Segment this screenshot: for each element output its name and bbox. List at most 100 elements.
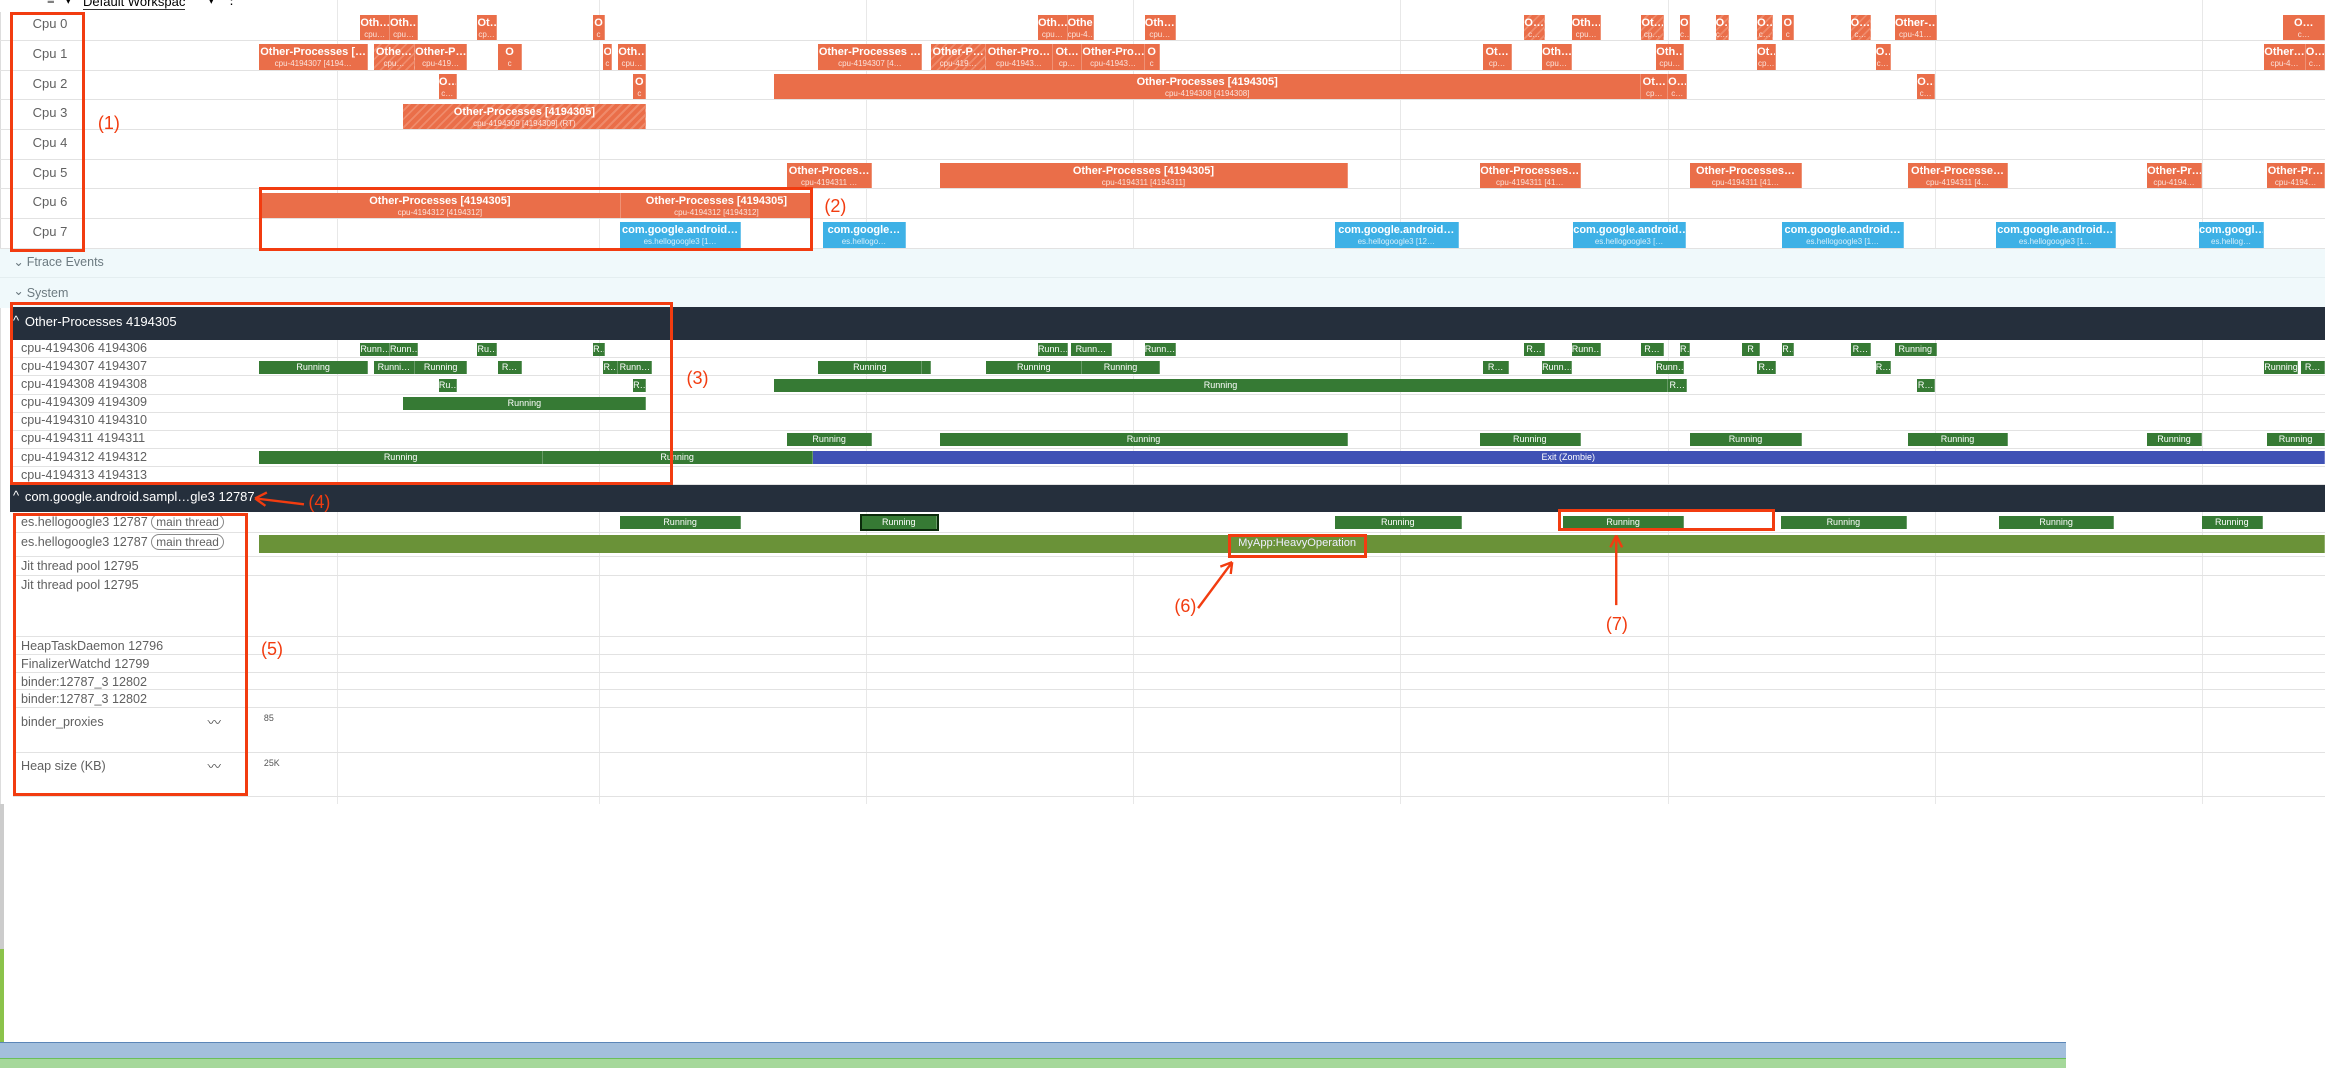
thread-state-slice[interactable]: Running bbox=[1082, 360, 1160, 374]
cpu-slice[interactable]: O…c… bbox=[1524, 14, 1546, 41]
cpu-slice[interactable]: Other-Pro… cpu-41943… bbox=[1082, 44, 1145, 70]
thread-state-slice[interactable]: Runn… bbox=[389, 342, 419, 356]
process-header-app[interactable]: ^ com.google.android.sampl…gle3 12787 bbox=[10, 484, 2325, 512]
cpu-slice[interactable]: Other-Processes [… cpu-4194307 [4194… bbox=[259, 44, 368, 70]
cpu-slice[interactable]: O…c… bbox=[1668, 74, 1688, 100]
thread-state-slice[interactable]: Running bbox=[1562, 516, 1685, 530]
thread-state-slice[interactable]: R… bbox=[593, 342, 605, 356]
thread-state-slice[interactable]: R… bbox=[1641, 342, 1664, 356]
thread-state-slice[interactable]: R… bbox=[603, 360, 619, 374]
cpu-slice[interactable]: com.google.android… es.hellogoogle3 [12… bbox=[1334, 222, 1460, 248]
workspace-dropdown-icon[interactable]: ▾ bbox=[208, 0, 215, 8]
thread-state-slice[interactable]: Running bbox=[940, 432, 1348, 447]
ftrace-events-section[interactable]: ⌄ Ftrace Events bbox=[0, 249, 2325, 278]
cpu-slice[interactable]: Other-Processes … cpu-4194307 [4… bbox=[818, 44, 923, 70]
thread-state-slice[interactable]: Ru… bbox=[438, 378, 457, 393]
cpu-slice[interactable]: Other-Processes [4194305] cpu-4194312 [41… bbox=[259, 192, 622, 218]
cpu-slice[interactable]: com.google.android… es.hellogoogle3 [… bbox=[1573, 222, 1686, 248]
cpu-slice[interactable]: Othe… cpu… bbox=[373, 44, 416, 70]
cpu-slice[interactable]: O…c… bbox=[1715, 14, 1729, 41]
cpu-slice[interactable]: Oth… cpu… bbox=[618, 44, 647, 70]
thread-state-slice[interactable] bbox=[922, 360, 932, 374]
thread-state-slice[interactable]: Running bbox=[818, 360, 923, 374]
thread-state-slice[interactable]: Runn… bbox=[1542, 360, 1572, 374]
slice-myapp-heavyoperation[interactable]: MyApp:HeavyOperation bbox=[259, 535, 2325, 554]
thread-state-slice[interactable]: Running bbox=[1780, 516, 1907, 530]
caret-down-icon[interactable]: ▾ bbox=[65, 0, 72, 8]
process-header-other-processes[interactable]: ^ Other-Processes 4194305 bbox=[10, 306, 2325, 340]
thread-state-slice[interactable]: Ru… bbox=[477, 342, 497, 356]
thread-state-slice[interactable]: Running bbox=[859, 513, 940, 532]
thread-state-slice[interactable]: R… bbox=[1917, 378, 1936, 393]
thread-state-slice[interactable]: R… bbox=[498, 360, 522, 374]
cpu-slice[interactable]: Ot…cp… bbox=[1641, 14, 1664, 41]
thread-state-slice[interactable]: Runn… bbox=[1571, 342, 1602, 356]
cpu-slice[interactable]: Ot…cp… bbox=[1641, 74, 1669, 100]
cpu-slice[interactable]: Oth… cpu… bbox=[1037, 14, 1068, 41]
thread-state-slice[interactable]: Running bbox=[986, 360, 1083, 374]
cpu-slice[interactable]: O…c… bbox=[438, 74, 457, 100]
cpu-slice[interactable]: com.google… es.hellogo… bbox=[822, 222, 906, 248]
cpu-slice[interactable]: Other-Pr… cpu-4194… bbox=[2147, 163, 2202, 189]
cpu-slice[interactable]: Other-Proces… cpu-4194311 … bbox=[787, 163, 872, 189]
thread-state-slice[interactable]: R… bbox=[1875, 360, 1891, 374]
cpu-slice[interactable]: O…c… bbox=[2283, 14, 2325, 41]
cpu-slice[interactable]: com.google.android… es.hellogoogle3 [1… bbox=[1782, 222, 1904, 248]
cpu-slice[interactable]: com.google.android… es.hellogoogle3 [1… bbox=[619, 222, 742, 248]
thread-state-slice[interactable]: Runn… bbox=[618, 360, 653, 374]
cpu-slice[interactable]: Oth… cpu… bbox=[1571, 14, 1602, 41]
cpu-slice[interactable]: Oth… cpu… bbox=[360, 14, 390, 41]
cpu-slice[interactable]: Other-Processes… cpu-4194311 [41… bbox=[1479, 163, 1581, 189]
thread-state-slice[interactable]: Running bbox=[259, 360, 368, 374]
thread-state-slice[interactable]: Running bbox=[2147, 432, 2202, 447]
cpu-slice[interactable]: O…c… bbox=[1917, 74, 1936, 100]
thread-state-slice[interactable]: Runn… bbox=[1656, 360, 1685, 374]
more-vert-icon[interactable]: ⋮ bbox=[225, 0, 238, 8]
cpu-slice[interactable]: Ot…cp… bbox=[1482, 44, 1513, 70]
cpu-slice[interactable]: Other-… cpu-41… bbox=[1894, 14, 1937, 41]
cpu-slice[interactable]: Oth… cpu… bbox=[1542, 44, 1572, 70]
thread-state-slice[interactable]: Runn… bbox=[1144, 342, 1176, 356]
cpu-slice[interactable]: O…c… bbox=[1850, 14, 1872, 41]
menu-icon[interactable]: ≡ bbox=[47, 0, 55, 7]
thread-state-slice[interactable]: Running bbox=[774, 378, 1669, 393]
thread-state-slice[interactable]: R… bbox=[1850, 342, 1872, 356]
thread-state-slice[interactable]: Running bbox=[787, 432, 872, 447]
cpu-slice[interactable]: Other-P… cpu-419… bbox=[415, 44, 468, 70]
cpu-slice[interactable]: Other-Processe… cpu-4194311 [4… bbox=[1908, 163, 2008, 189]
cpu-slice[interactable]: Other-Processes [4194305] cpu-4194312 [41… bbox=[621, 192, 813, 218]
thread-state-slice[interactable]: R… bbox=[1524, 342, 1546, 356]
thread-state-slice[interactable]: Running bbox=[1690, 432, 1802, 447]
thread-state-slice[interactable]: Runn… bbox=[1070, 342, 1113, 356]
thread-state-slice[interactable]: R… bbox=[1757, 360, 1777, 374]
thread-state-slice[interactable]: Running bbox=[1334, 516, 1463, 530]
cpu-slice[interactable]: Other-Processes [4194305] cpu-4194309 [41… bbox=[403, 103, 647, 129]
cpu-slice[interactable]: Other-P… cpu-419… bbox=[931, 44, 987, 70]
cpu-slice[interactable]: O…c… bbox=[2305, 44, 2325, 70]
cpu-slice[interactable]: Other…cpu-4… bbox=[2264, 44, 2306, 70]
cpu-slice[interactable]: Other-Processes [4194305] cpu-4194308 [41… bbox=[774, 74, 1642, 100]
thread-state-slice[interactable]: Running bbox=[1479, 432, 1581, 447]
cpu-slice[interactable]: Ot…cp… bbox=[1052, 44, 1083, 70]
workspace-selector[interactable]: Default Workspac bbox=[83, 0, 186, 10]
cpu-slice[interactable]: Other…cpu-4… bbox=[1067, 14, 1095, 41]
thread-state-slice[interactable]: Running bbox=[2264, 360, 2299, 374]
thread-state-slice[interactable]: R… bbox=[1782, 342, 1795, 356]
thread-state-slice[interactable]: Runn… bbox=[360, 342, 390, 356]
thread-state-slice[interactable]: Running bbox=[542, 451, 813, 465]
thread-state-slice[interactable]: Running bbox=[1894, 342, 1937, 356]
thread-state-slice[interactable]: Running bbox=[259, 451, 543, 465]
cpu-slice[interactable]: com.google.android… es.hellogoogle3 [1… bbox=[1995, 222, 2116, 248]
thread-state-slice[interactable]: Running bbox=[403, 396, 647, 411]
thread-state-slice[interactable]: R… bbox=[1668, 378, 1688, 393]
cpu-slice[interactable]: Other-Pro… cpu-41943… bbox=[986, 44, 1053, 70]
thread-state-slice[interactable]: Running bbox=[2267, 432, 2325, 447]
thread-state-slice[interactable]: Running bbox=[619, 516, 742, 530]
cpu-slice[interactable]: Other-Pr… cpu-4194… bbox=[2267, 163, 2325, 189]
